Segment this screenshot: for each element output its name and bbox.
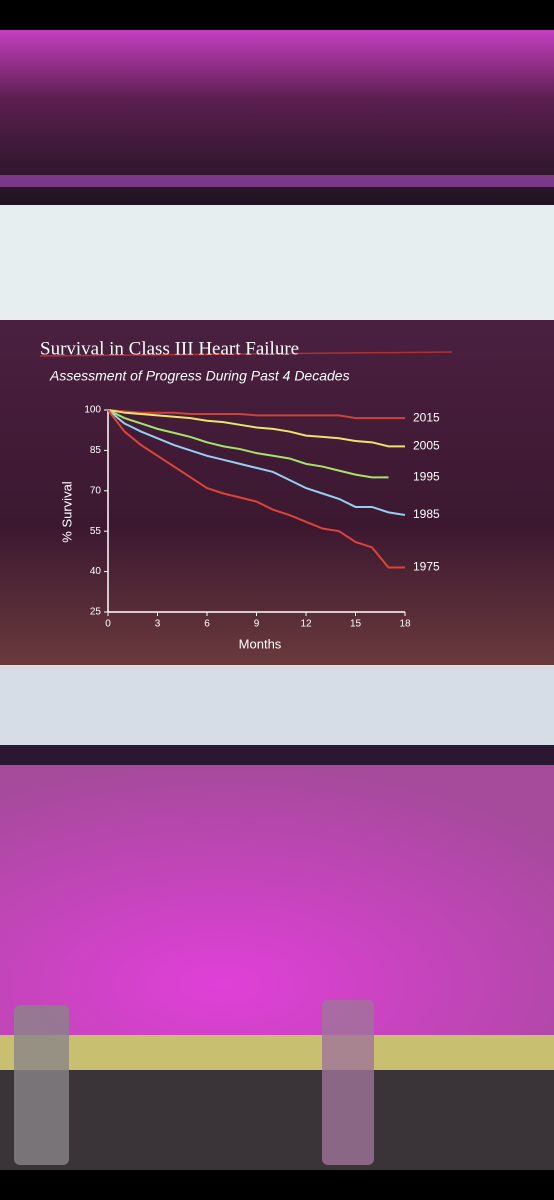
screen-top — [0, 205, 554, 320]
y-tick-label: 40 — [90, 566, 102, 577]
wall — [0, 765, 554, 1040]
y-tick-label: 85 — [90, 445, 102, 456]
screen-bottom — [0, 665, 554, 745]
slide — [0, 320, 554, 665]
chart-title: Survival in Class III Heart Failure — [40, 338, 299, 359]
x-tick-label: 12 — [300, 619, 312, 630]
top-bar — [0, 0, 554, 30]
series-line — [107, 409, 405, 448]
series-label: 2015 — [413, 410, 440, 424]
series-line — [107, 409, 406, 517]
x-tick-label: 6 — [204, 619, 210, 630]
title-rule — [39, 351, 453, 357]
x-tick-label: 18 — [399, 619, 411, 630]
x-tick-label: 15 — [350, 619, 362, 630]
light-strip — [0, 175, 554, 187]
y-tick-label: 100 — [84, 405, 101, 416]
series-line — [107, 409, 405, 420]
y-tick-label: 55 — [90, 526, 102, 537]
y-tick-label: 70 — [90, 485, 102, 496]
bottom-bar — [0, 1170, 554, 1200]
series-label: 1975 — [413, 560, 440, 574]
y-axis-label: % Survival — [59, 481, 74, 543]
bottle — [14, 1005, 69, 1165]
table-edge — [0, 1035, 554, 1070]
y-tick-label: 25 — [90, 607, 102, 618]
x-axis-label: Months — [239, 636, 282, 651]
chart-subtitle: Assessment of Progress During Past 4 Dec… — [49, 368, 350, 384]
x-tick-label: 3 — [155, 619, 161, 630]
x-tick-label: 9 — [254, 619, 260, 630]
x-tick-label: 0 — [105, 619, 111, 630]
series-label: 1995 — [413, 470, 440, 484]
series-line — [107, 409, 389, 479]
screen-edge — [0, 745, 554, 765]
bottle — [322, 1000, 374, 1165]
table — [0, 1070, 554, 1170]
series-line — [107, 409, 405, 569]
series-label: 2005 — [413, 439, 440, 453]
series-label: 1985 — [413, 507, 440, 521]
